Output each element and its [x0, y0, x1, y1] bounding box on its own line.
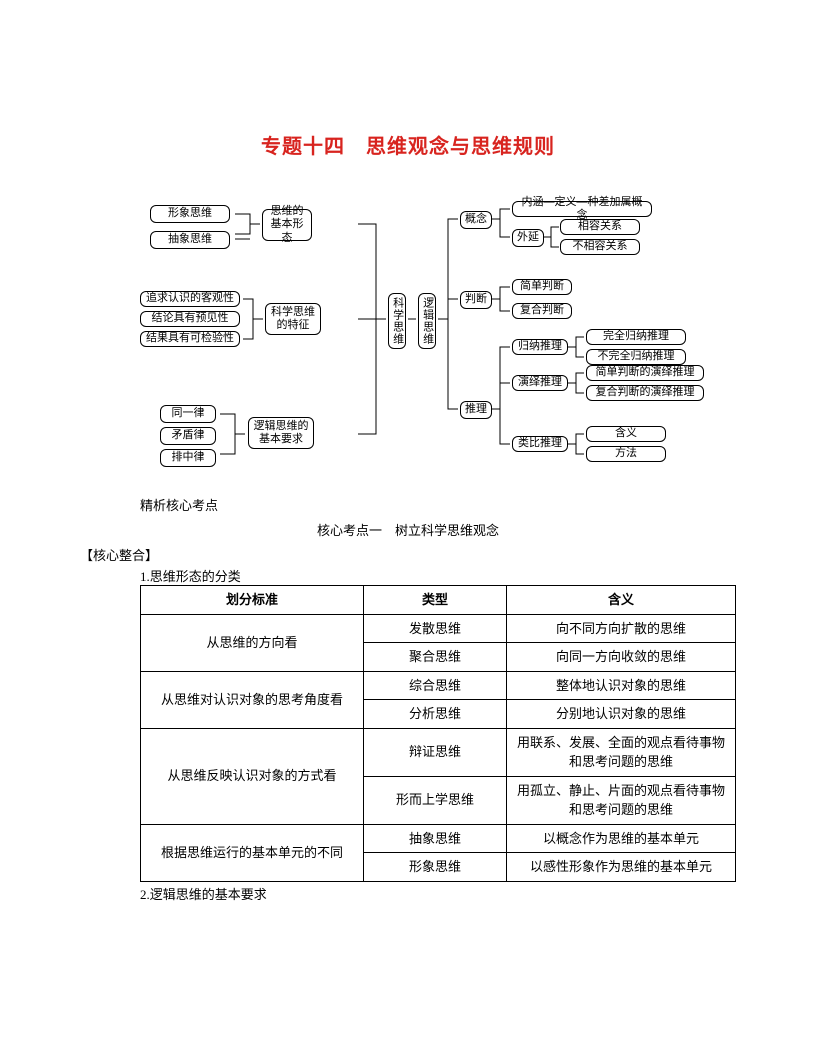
- td-t-1-0: 综合思维: [364, 671, 507, 700]
- td-std-1: 从思维对认识对象的思考角度看: [141, 671, 364, 728]
- td-t-3-1: 形象思维: [364, 853, 507, 882]
- box-yujian: 结论具有预见性: [140, 311, 240, 327]
- box-xiangrong: 相容关系: [560, 219, 640, 235]
- td-std-3: 根据思维运行的基本单元的不同: [141, 824, 364, 881]
- box-waiyan: 外延: [512, 229, 544, 247]
- td-m-2-1: 用孤立、静止、片面的观点看待事物和思考问题的思维: [507, 776, 736, 824]
- td-t-2-1: 形而上学思维: [364, 776, 507, 824]
- td-m-2-0: 用联系、发展、全面的观点看待事物和思考问题的思维: [507, 728, 736, 776]
- box-jibenxingtai: 思维的 基本形态: [262, 209, 312, 241]
- box-tuili: 推理: [460, 401, 492, 419]
- box-buxiangrong: 不相容关系: [560, 239, 640, 255]
- td-t-2-0: 辩证思维: [364, 728, 507, 776]
- td-m-0-0: 向不同方向扩散的思维: [507, 614, 736, 643]
- box-yanyi: 演绎推理: [512, 375, 568, 391]
- page-title: 专题十四 思维观念与思维规则: [80, 130, 736, 159]
- box-kexuesiwei: 科学思维: [388, 293, 406, 349]
- td-std-2: 从思维反映认识对象的方式看: [141, 728, 364, 824]
- box-panduan: 判断: [460, 291, 492, 309]
- th-type: 类型: [364, 586, 507, 615]
- box-tezheng: 科学思维 的特征: [265, 303, 321, 335]
- concept-map: 形象思维 抽象思维 思维的 基本形态 追求认识的客观性 结论具有预见性 结果具有…: [140, 199, 736, 489]
- classification-table: 划分标准 类型 含义 从思维的方向看 发散思维 向不同方向扩散的思维 聚合思维 …: [140, 585, 736, 882]
- td-t-1-1: 分析思维: [364, 700, 507, 729]
- list-item-1: 1.思维形态的分类: [140, 566, 736, 585]
- box-luojiyaoqiu: 逻辑思维的 基本要求: [248, 417, 314, 449]
- box-tongyilv: 同一律: [160, 405, 216, 423]
- td-m-3-1: 以感性形象作为思维的基本单元: [507, 853, 736, 882]
- box-hanyi: 含义: [586, 426, 666, 442]
- td-t-0-0: 发散思维: [364, 614, 507, 643]
- th-standard: 划分标准: [141, 586, 364, 615]
- box-xingxiang: 形象思维: [150, 205, 230, 223]
- box-fuhe-pd: 复合判断: [512, 303, 572, 319]
- box-gainian: 概念: [460, 211, 492, 229]
- td-m-3-0: 以概念作为思维的基本单元: [507, 824, 736, 853]
- box-kejian: 结果具有可检验性: [140, 331, 240, 347]
- box-guina: 归纳推理: [512, 339, 568, 355]
- box-buwanquan: 不完全归纳推理: [586, 349, 686, 365]
- td-m-0-1: 向同一方向收敛的思维: [507, 643, 736, 672]
- td-m-1-1: 分别地认识对象的思维: [507, 700, 736, 729]
- th-meaning: 含义: [507, 586, 736, 615]
- td-t-3-0: 抽象思维: [364, 824, 507, 853]
- box-chouxiang: 抽象思维: [150, 231, 230, 249]
- subhead-jingxi: 精析核心考点: [140, 495, 736, 514]
- box-keguan: 追求认识的客观性: [140, 291, 240, 307]
- box-luojisiwei: 逻辑思维: [418, 293, 436, 349]
- box-jiandan-yy: 简单判断的演绎推理: [586, 365, 704, 381]
- td-t-0-1: 聚合思维: [364, 643, 507, 672]
- box-wanquan: 完全归纳推理: [586, 329, 686, 345]
- list-item-2: 2.逻辑思维的基本要求: [140, 884, 736, 903]
- subhead-kaodian1: 核心考点一 树立科学思维观念: [80, 520, 736, 539]
- box-leibi: 类比推理: [512, 436, 568, 452]
- box-neihan: 内涵—定义—种差加属概念: [512, 201, 652, 217]
- box-fangfa: 方法: [586, 446, 666, 462]
- box-maodunlv: 矛盾律: [160, 427, 216, 445]
- td-m-1-0: 整体地认识对象的思维: [507, 671, 736, 700]
- box-jiandan-pd: 简单判断: [512, 279, 572, 295]
- box-paizhonglv: 排中律: [160, 449, 216, 467]
- td-std-0: 从思维的方向看: [141, 614, 364, 671]
- section-hexin: 【核心整合】: [80, 545, 736, 564]
- box-fuhe-yy: 复合判断的演绎推理: [586, 385, 704, 401]
